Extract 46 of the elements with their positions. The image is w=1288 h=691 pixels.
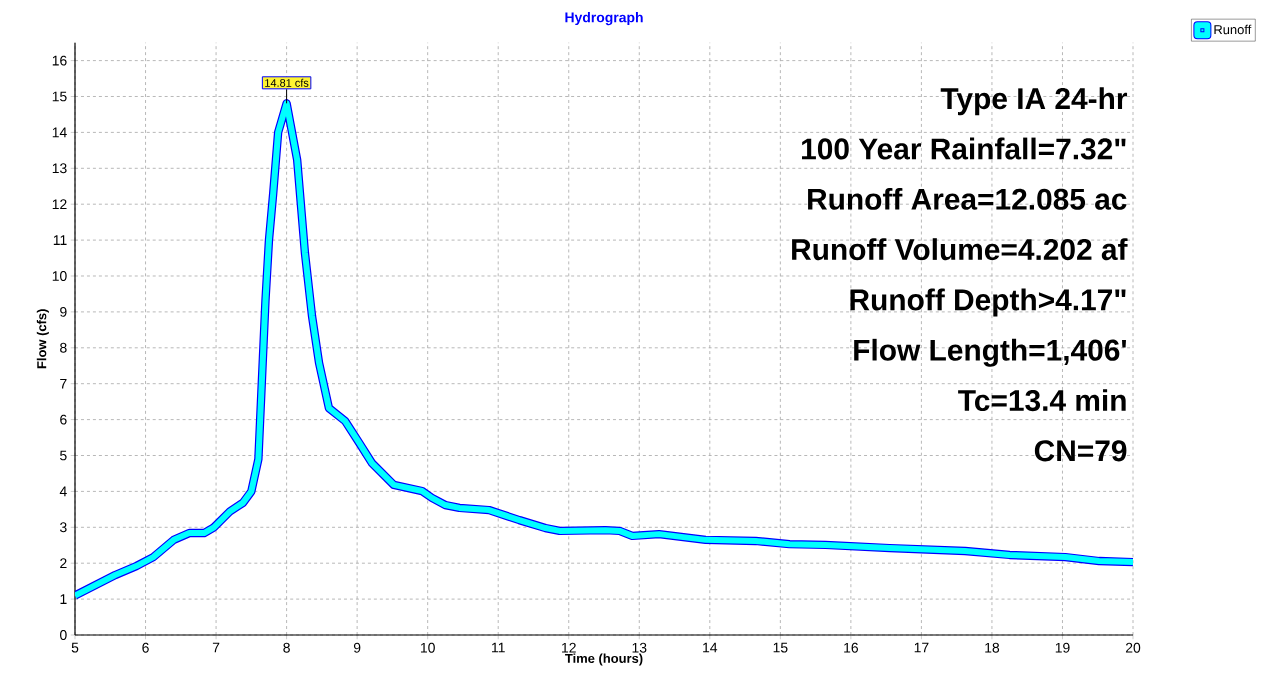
x-tick-label: 19 <box>1055 642 1070 653</box>
x-tick-label: 10 <box>420 642 435 653</box>
y-tick-label: 14 <box>52 127 67 138</box>
x-tick-label: 13 <box>632 642 647 653</box>
y-tick-label: 0 <box>60 630 67 640</box>
y-tick-label: 15 <box>52 91 67 102</box>
y-tick-label: 2 <box>60 558 67 569</box>
y-tick-label: 5 <box>60 450 67 461</box>
x-axis-title: Time (hours) <box>565 653 643 666</box>
annotation: Runoff Depth>4.17" <box>850 288 1126 317</box>
x-tick-label: 18 <box>985 642 1000 653</box>
y-tick-label: 16 <box>52 55 67 66</box>
y-tick-label: 12 <box>52 199 67 210</box>
x-tick-label: 5 <box>71 642 79 653</box>
y-tick-label: 6 <box>60 414 67 425</box>
x-tick-label: 16 <box>844 642 859 653</box>
x-tick-label: 14 <box>703 642 718 653</box>
x-tick-label: 9 <box>353 642 361 653</box>
x-tick-label: 11 <box>492 642 505 653</box>
annotation: Tc=13.4 min <box>958 389 1126 412</box>
x-tick-label: 7 <box>212 642 220 653</box>
chart-title: Hydrograph <box>565 12 643 26</box>
y-tick-label: 8 <box>60 342 67 353</box>
annotation: Type IA 24-hr <box>940 87 1128 116</box>
y-tick-label: 13 <box>52 163 67 174</box>
y-tick-label: 9 <box>60 306 67 317</box>
x-tick-label: 20 <box>1125 642 1141 653</box>
y-tick-label: 10 <box>52 271 67 281</box>
y-tick-label: 7 <box>60 378 67 389</box>
annotation: CN=79 <box>1034 440 1127 462</box>
x-tick-label: 12 <box>562 642 576 653</box>
annotation: 100 Year Rainfall=7.32" <box>802 137 1126 160</box>
x-tick-label: 8 <box>283 642 290 653</box>
annotation: Runoff Area=12.085 ac <box>808 187 1127 210</box>
y-tick-label: 3 <box>60 522 67 533</box>
x-tick-label: 17 <box>914 642 929 653</box>
y-tick-label: 1 <box>60 594 67 604</box>
y-axis-title: Flow (cfs) <box>36 309 49 369</box>
annotation: 14.81 cfs <box>265 78 309 87</box>
legend-label: Runoff <box>1214 24 1252 35</box>
annotation: Runoff Volume=4.202 af <box>792 238 1128 261</box>
annotation: Flow Length=1,406' <box>854 338 1126 367</box>
y-tick-label: 4 <box>59 486 67 497</box>
x-tick-label: 15 <box>773 642 788 653</box>
x-tick-label: 6 <box>142 642 149 653</box>
y-tick-label: 11 <box>53 235 67 245</box>
